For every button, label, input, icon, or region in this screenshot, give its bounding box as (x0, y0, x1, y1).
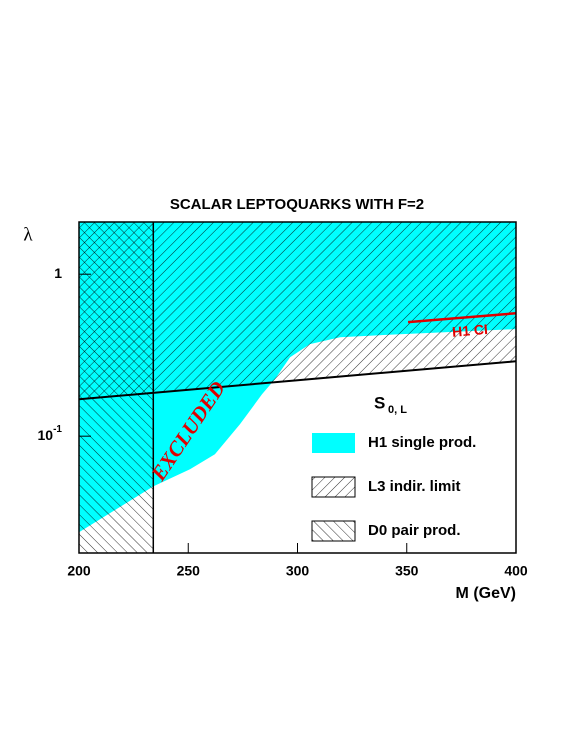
x-tick-label: 300 (286, 563, 310, 579)
chart-title: SCALAR LEPTOQUARKS WITH F=2 (170, 196, 424, 213)
legend-swatch (311, 476, 356, 498)
x-tick-label: 400 (504, 563, 528, 579)
limit-line (407, 311, 516, 324)
x-axis-label: M (GeV) (456, 585, 516, 602)
y-tick-label: 1 (54, 265, 62, 281)
x-tick-label: 250 (177, 563, 201, 579)
x-tick-label: 350 (395, 563, 419, 579)
legend-label: D0 pair prod. (368, 522, 461, 539)
legend-label: L3 indir. limit (368, 478, 461, 495)
plot-area (79, 222, 516, 553)
y-axis-label: λ (23, 224, 33, 245)
hatched-region (79, 222, 154, 553)
legend-swatch (311, 520, 356, 542)
x-tick-label: 200 (67, 563, 91, 579)
line-label: H1 CI (451, 321, 488, 340)
limit-line (79, 360, 516, 401)
legend-swatch (312, 433, 355, 453)
model-subscript: 0, L (388, 404, 407, 416)
legend-label: H1 single prod. (368, 434, 476, 451)
hatched-region (79, 222, 516, 400)
y-tick-label: 10-1 (38, 424, 63, 443)
model-label: S (374, 393, 385, 412)
